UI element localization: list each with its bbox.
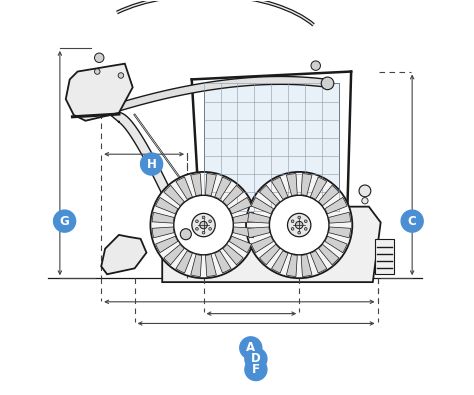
- Circle shape: [311, 61, 320, 70]
- Circle shape: [202, 231, 205, 234]
- Polygon shape: [155, 236, 178, 253]
- Polygon shape: [229, 198, 252, 214]
- Circle shape: [202, 216, 205, 219]
- Circle shape: [295, 221, 303, 229]
- Polygon shape: [223, 245, 243, 265]
- Polygon shape: [152, 212, 174, 223]
- Text: F: F: [252, 363, 260, 376]
- Circle shape: [292, 228, 294, 230]
- Circle shape: [209, 220, 211, 222]
- Circle shape: [362, 198, 368, 204]
- Polygon shape: [164, 245, 184, 265]
- Polygon shape: [205, 174, 216, 196]
- Polygon shape: [215, 177, 231, 199]
- Circle shape: [304, 220, 307, 222]
- Circle shape: [192, 213, 215, 237]
- Circle shape: [321, 77, 334, 90]
- Polygon shape: [325, 236, 347, 253]
- Polygon shape: [251, 198, 273, 214]
- Circle shape: [209, 228, 211, 230]
- Circle shape: [118, 73, 124, 78]
- Polygon shape: [233, 212, 255, 223]
- Polygon shape: [259, 185, 280, 206]
- Polygon shape: [223, 185, 243, 206]
- Circle shape: [94, 69, 100, 74]
- Text: C: C: [408, 214, 417, 228]
- Circle shape: [401, 210, 423, 232]
- Polygon shape: [319, 185, 339, 206]
- Polygon shape: [176, 177, 192, 199]
- Polygon shape: [164, 185, 184, 206]
- Bar: [375, 239, 394, 274]
- Polygon shape: [286, 254, 297, 276]
- Bar: [203, 83, 339, 211]
- Polygon shape: [118, 77, 328, 111]
- Text: A: A: [246, 341, 255, 354]
- Circle shape: [180, 229, 191, 240]
- Text: G: G: [60, 214, 70, 228]
- Polygon shape: [319, 245, 339, 265]
- Polygon shape: [325, 198, 347, 214]
- Polygon shape: [272, 251, 288, 273]
- Polygon shape: [152, 227, 174, 238]
- Polygon shape: [328, 227, 351, 238]
- Circle shape: [292, 220, 294, 222]
- Polygon shape: [310, 177, 327, 199]
- Polygon shape: [301, 174, 312, 196]
- Polygon shape: [259, 245, 280, 265]
- Circle shape: [245, 359, 267, 380]
- Polygon shape: [229, 236, 252, 253]
- Circle shape: [288, 213, 311, 237]
- Circle shape: [298, 231, 301, 234]
- Polygon shape: [233, 227, 255, 238]
- Polygon shape: [101, 235, 146, 274]
- Circle shape: [196, 228, 198, 230]
- Circle shape: [245, 348, 267, 370]
- Polygon shape: [328, 212, 351, 223]
- Circle shape: [240, 337, 262, 359]
- Circle shape: [269, 195, 329, 255]
- Polygon shape: [155, 198, 178, 214]
- Circle shape: [359, 185, 371, 197]
- Polygon shape: [248, 212, 270, 223]
- Polygon shape: [191, 254, 201, 276]
- Polygon shape: [176, 251, 192, 273]
- Text: H: H: [146, 158, 156, 171]
- Polygon shape: [286, 174, 297, 196]
- Circle shape: [141, 153, 163, 175]
- Polygon shape: [162, 207, 381, 282]
- Circle shape: [94, 53, 104, 62]
- Polygon shape: [111, 113, 190, 236]
- Circle shape: [246, 172, 352, 278]
- Circle shape: [150, 172, 257, 278]
- Circle shape: [298, 216, 301, 219]
- Polygon shape: [66, 64, 133, 121]
- Circle shape: [200, 221, 207, 229]
- Circle shape: [174, 195, 233, 255]
- Polygon shape: [251, 236, 273, 253]
- Polygon shape: [301, 254, 312, 276]
- Polygon shape: [310, 251, 327, 273]
- Circle shape: [54, 210, 76, 232]
- Polygon shape: [215, 251, 231, 273]
- Circle shape: [304, 228, 307, 230]
- Polygon shape: [272, 177, 288, 199]
- Circle shape: [196, 220, 198, 222]
- Text: D: D: [251, 352, 261, 365]
- Polygon shape: [248, 227, 270, 238]
- Polygon shape: [205, 254, 216, 276]
- Polygon shape: [191, 174, 201, 196]
